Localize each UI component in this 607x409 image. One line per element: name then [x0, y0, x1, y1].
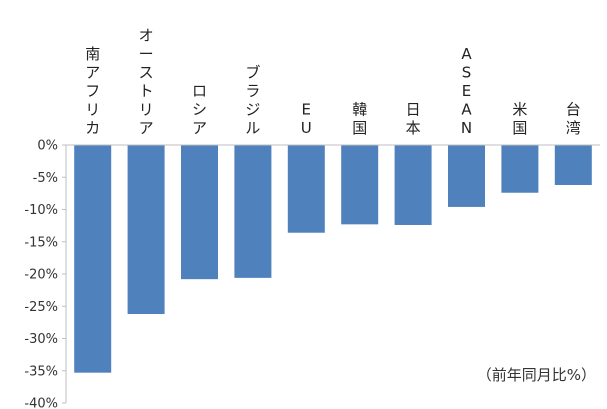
y-tick-label: -40% [24, 397, 58, 409]
bar [554, 145, 592, 185]
category-label: 南アフリカ [85, 45, 100, 137]
y-tick-label: -5% [33, 171, 58, 186]
bar [234, 145, 272, 278]
y-tick-label: 0% [37, 139, 58, 154]
y-tick-label: -30% [24, 332, 58, 347]
category-label: ロシア [192, 82, 207, 137]
category-label: 日本 [406, 101, 421, 138]
bar [127, 145, 165, 314]
category-label: 台湾 [566, 101, 581, 138]
category-label: 韓国 [352, 101, 367, 138]
bars [74, 145, 592, 373]
bar [448, 145, 485, 207]
y-tick-label: -35% [24, 364, 58, 379]
bar [74, 145, 112, 373]
bar [287, 145, 325, 233]
category-label: 米国 [512, 101, 527, 138]
y-tick-label: -25% [24, 300, 58, 315]
y-axis-ticks: 0% -5% -10% -15% -20% -25% -30% -35% -40% [24, 139, 66, 409]
bar [341, 145, 379, 225]
category-labels: 南アフリカ オーストリア ロシア ブラジル E U 韓国 日本 A S E A N 米国 台湾 [85, 27, 581, 138]
category-label: オーストリア [139, 27, 154, 138]
unit-note: （前年同月比%） [477, 366, 596, 384]
category-label: ブラジル [245, 64, 260, 138]
bar [181, 145, 218, 280]
bar [394, 145, 432, 225]
y-tick-label: -15% [24, 235, 58, 250]
y-tick-label: -20% [24, 268, 58, 283]
y-tick-label: -10% [24, 203, 58, 218]
bar [501, 145, 539, 193]
